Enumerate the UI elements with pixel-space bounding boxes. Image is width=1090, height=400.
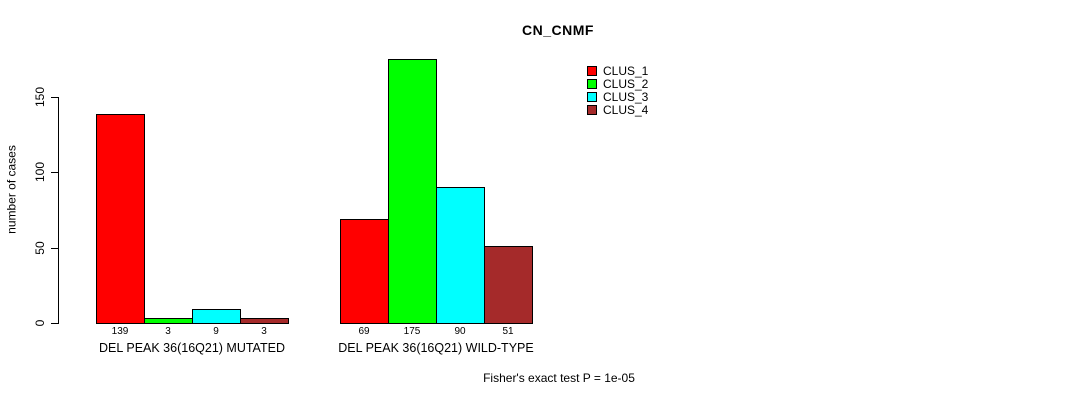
legend-item-label: CLUS_1	[603, 64, 649, 78]
bar-clus_2-group1	[144, 318, 193, 324]
y-axis-tick-label: 0	[33, 319, 47, 327]
y-axis-tick	[51, 97, 58, 98]
bar-clus_4-group1	[240, 318, 289, 324]
y-axis-tick	[51, 248, 58, 249]
legend-color-swatch	[587, 92, 597, 102]
bar-value-label: 9	[213, 326, 219, 337]
legend-color-swatch	[587, 79, 597, 89]
bar-value-label: 175	[403, 326, 421, 337]
y-axis-line	[58, 97, 59, 324]
y-axis-tick	[51, 323, 58, 324]
bar-clus_4-group2	[484, 246, 533, 324]
bar-clus_3-group1	[192, 309, 241, 324]
bar-value-label: 51	[502, 326, 514, 337]
bar-clus_2-group2	[388, 59, 437, 324]
y-axis-tick-label: 100	[33, 161, 47, 183]
legend-color-swatch	[587, 105, 597, 115]
y-axis-tick	[51, 172, 58, 173]
bar-value-label: 3	[165, 326, 171, 337]
bar-clus_1-group1	[96, 114, 145, 324]
y-axis-tick-label: 50	[33, 241, 47, 255]
group-label: DEL PEAK 36(16Q21) WILD-TYPE	[338, 341, 534, 355]
group-label: DEL PEAK 36(16Q21) MUTATED	[99, 341, 285, 355]
legend-item-label: CLUS_2	[603, 77, 649, 91]
bar-clus_3-group2	[436, 187, 485, 324]
fisher-test-note: Fisher's exact test P = 1e-05	[483, 371, 635, 385]
bar-clus_1-group2	[340, 219, 389, 324]
legend-item-label: CLUS_4	[603, 103, 649, 117]
y-axis-label: number of cases	[4, 145, 19, 234]
y-axis-tick-label: 150	[33, 86, 47, 108]
bar-value-label: 69	[358, 326, 370, 337]
bar-value-label: 3	[261, 326, 267, 337]
chart-title: CN_CNMF	[522, 22, 594, 38]
bar-value-label: 90	[454, 326, 466, 337]
legend-item-label: CLUS_3	[603, 90, 649, 104]
bar-value-label: 139	[111, 326, 129, 337]
legend-color-swatch	[587, 66, 597, 76]
